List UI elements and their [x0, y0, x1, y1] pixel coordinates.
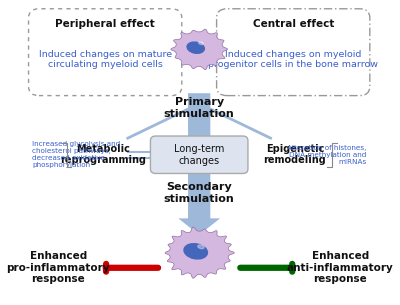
Text: Epigenetic
remodeling: Epigenetic remodeling [264, 144, 326, 165]
Ellipse shape [198, 42, 203, 45]
Text: Metabolic
reprogramming: Metabolic reprogramming [60, 144, 146, 165]
Ellipse shape [184, 244, 208, 259]
Polygon shape [178, 93, 220, 235]
Polygon shape [171, 29, 228, 70]
Text: Induced changes on mature
circulating myeloid cells: Induced changes on mature circulating my… [39, 50, 172, 69]
Text: Induced changes on myeloid
progenitor cells in the bone marrow: Induced changes on myeloid progenitor ce… [208, 50, 378, 69]
FancyBboxPatch shape [28, 9, 182, 95]
Text: Increased glycolysis and
cholesterol pathways,
decreased oxidative
phosphorylati: Increased glycolysis and cholesterol pat… [32, 141, 120, 168]
Text: Enhanced
pro-inflammatory
response: Enhanced pro-inflammatory response [6, 251, 110, 284]
Text: Central effect: Central effect [252, 19, 334, 29]
Text: Primary
stimulation: Primary stimulation [164, 97, 234, 119]
Text: Alteration of histones,
DNA methylation and
miRNAs: Alteration of histones, DNA methylation … [287, 145, 366, 165]
FancyBboxPatch shape [216, 9, 370, 95]
Text: Long-term
changes: Long-term changes [174, 144, 224, 166]
Polygon shape [165, 227, 234, 278]
Text: Peripheral effect: Peripheral effect [55, 19, 155, 29]
FancyBboxPatch shape [150, 136, 248, 174]
Text: Enhanced
anti-inflammatory
response: Enhanced anti-inflammatory response [287, 251, 394, 284]
Ellipse shape [187, 42, 204, 53]
Ellipse shape [198, 245, 204, 249]
Text: Secondary
stimulation: Secondary stimulation [164, 182, 234, 204]
